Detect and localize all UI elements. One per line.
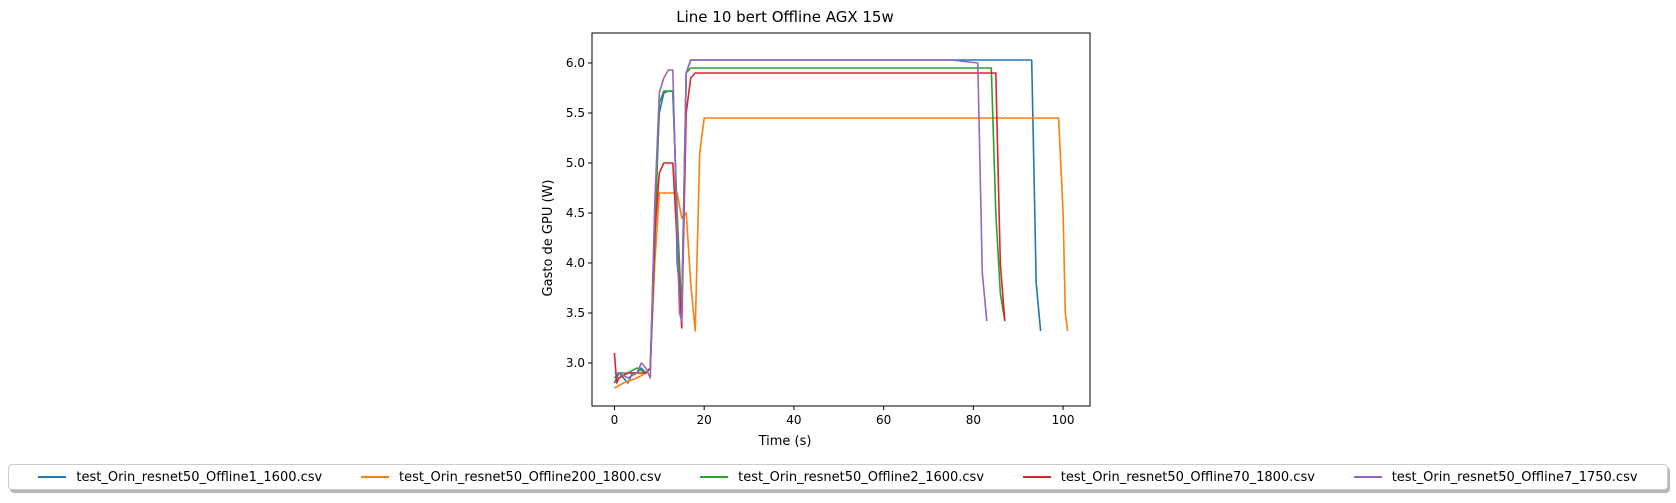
x-axis-label: Time (s) bbox=[758, 434, 812, 449]
x-tick-label: 20 bbox=[697, 413, 712, 427]
plot-frame bbox=[591, 32, 1091, 407]
x-tick-label: 60 bbox=[876, 413, 891, 427]
y-axis-label: Gasto de GPU (W) bbox=[541, 180, 556, 297]
series-line-3 bbox=[613, 67, 1006, 379]
y-tick-label: 5.5 bbox=[566, 106, 585, 120]
legend-item-2: test_Orin_resnet50_Offline200_1800.csv bbox=[361, 470, 661, 485]
x-tick-label: 40 bbox=[786, 413, 801, 427]
legend-item-3: test_Orin_resnet50_Offline2_1600.csv bbox=[700, 470, 984, 485]
x-tick-label: 100 bbox=[1052, 413, 1075, 427]
y-tick-label: 3.5 bbox=[566, 306, 585, 320]
legend-item-5: test_Orin_resnet50_Offline7_1750.csv bbox=[1353, 469, 1638, 485]
y-tick-label: 4.5 bbox=[566, 206, 585, 220]
legend-swatch bbox=[361, 476, 389, 478]
legend-swatch bbox=[700, 476, 729, 478]
x-tick-label: 80 bbox=[966, 413, 981, 427]
legend-label: test_Orin_resnet50_Offline1_1600.csv bbox=[76, 469, 323, 485]
legend-label: test_Orin_resnet50_Offline2_1600.csv bbox=[738, 469, 985, 485]
legend-item-1: test_Orin_resnet50_Offline1_1600.csv bbox=[38, 470, 322, 485]
legend-swatch bbox=[1022, 476, 1051, 478]
chart-title: Line 10 bert Offline AGX 15w bbox=[676, 8, 893, 26]
axes: 0 20 40 60 80 100 3.0 3.5 4.0 4.5 5.0 5.5 6.0 bbox=[566, 32, 1091, 427]
legend-label: test_Orin_resnet50_Offline7_1750.csv bbox=[1391, 469, 1638, 485]
y-tick-label: 3.0 bbox=[566, 356, 585, 370]
legend-item-4: test_Orin_resnet50_Offline70_1800.csv bbox=[1022, 469, 1315, 485]
series-line-4 bbox=[613, 72, 1006, 384]
y-tick-label: 4.0 bbox=[566, 256, 585, 270]
legend-label: test_Orin_resnet50_Offline70_1800.csv bbox=[1060, 469, 1315, 485]
legend: test_Orin_resnet50_Offline1_1600.csv test… bbox=[8, 464, 1668, 490]
legend-swatch bbox=[38, 476, 67, 478]
series-line-5 bbox=[614, 59, 988, 379]
y-tick-label: 5.0 bbox=[566, 156, 585, 170]
y-tick-label: 6.0 bbox=[566, 56, 585, 70]
x-tick-label: 0 bbox=[611, 413, 619, 427]
legend-label: test_Orin_resnet50_Offline200_1800.csv bbox=[399, 469, 662, 485]
plot-area bbox=[613, 59, 1069, 389]
legend-swatch bbox=[1353, 476, 1382, 478]
